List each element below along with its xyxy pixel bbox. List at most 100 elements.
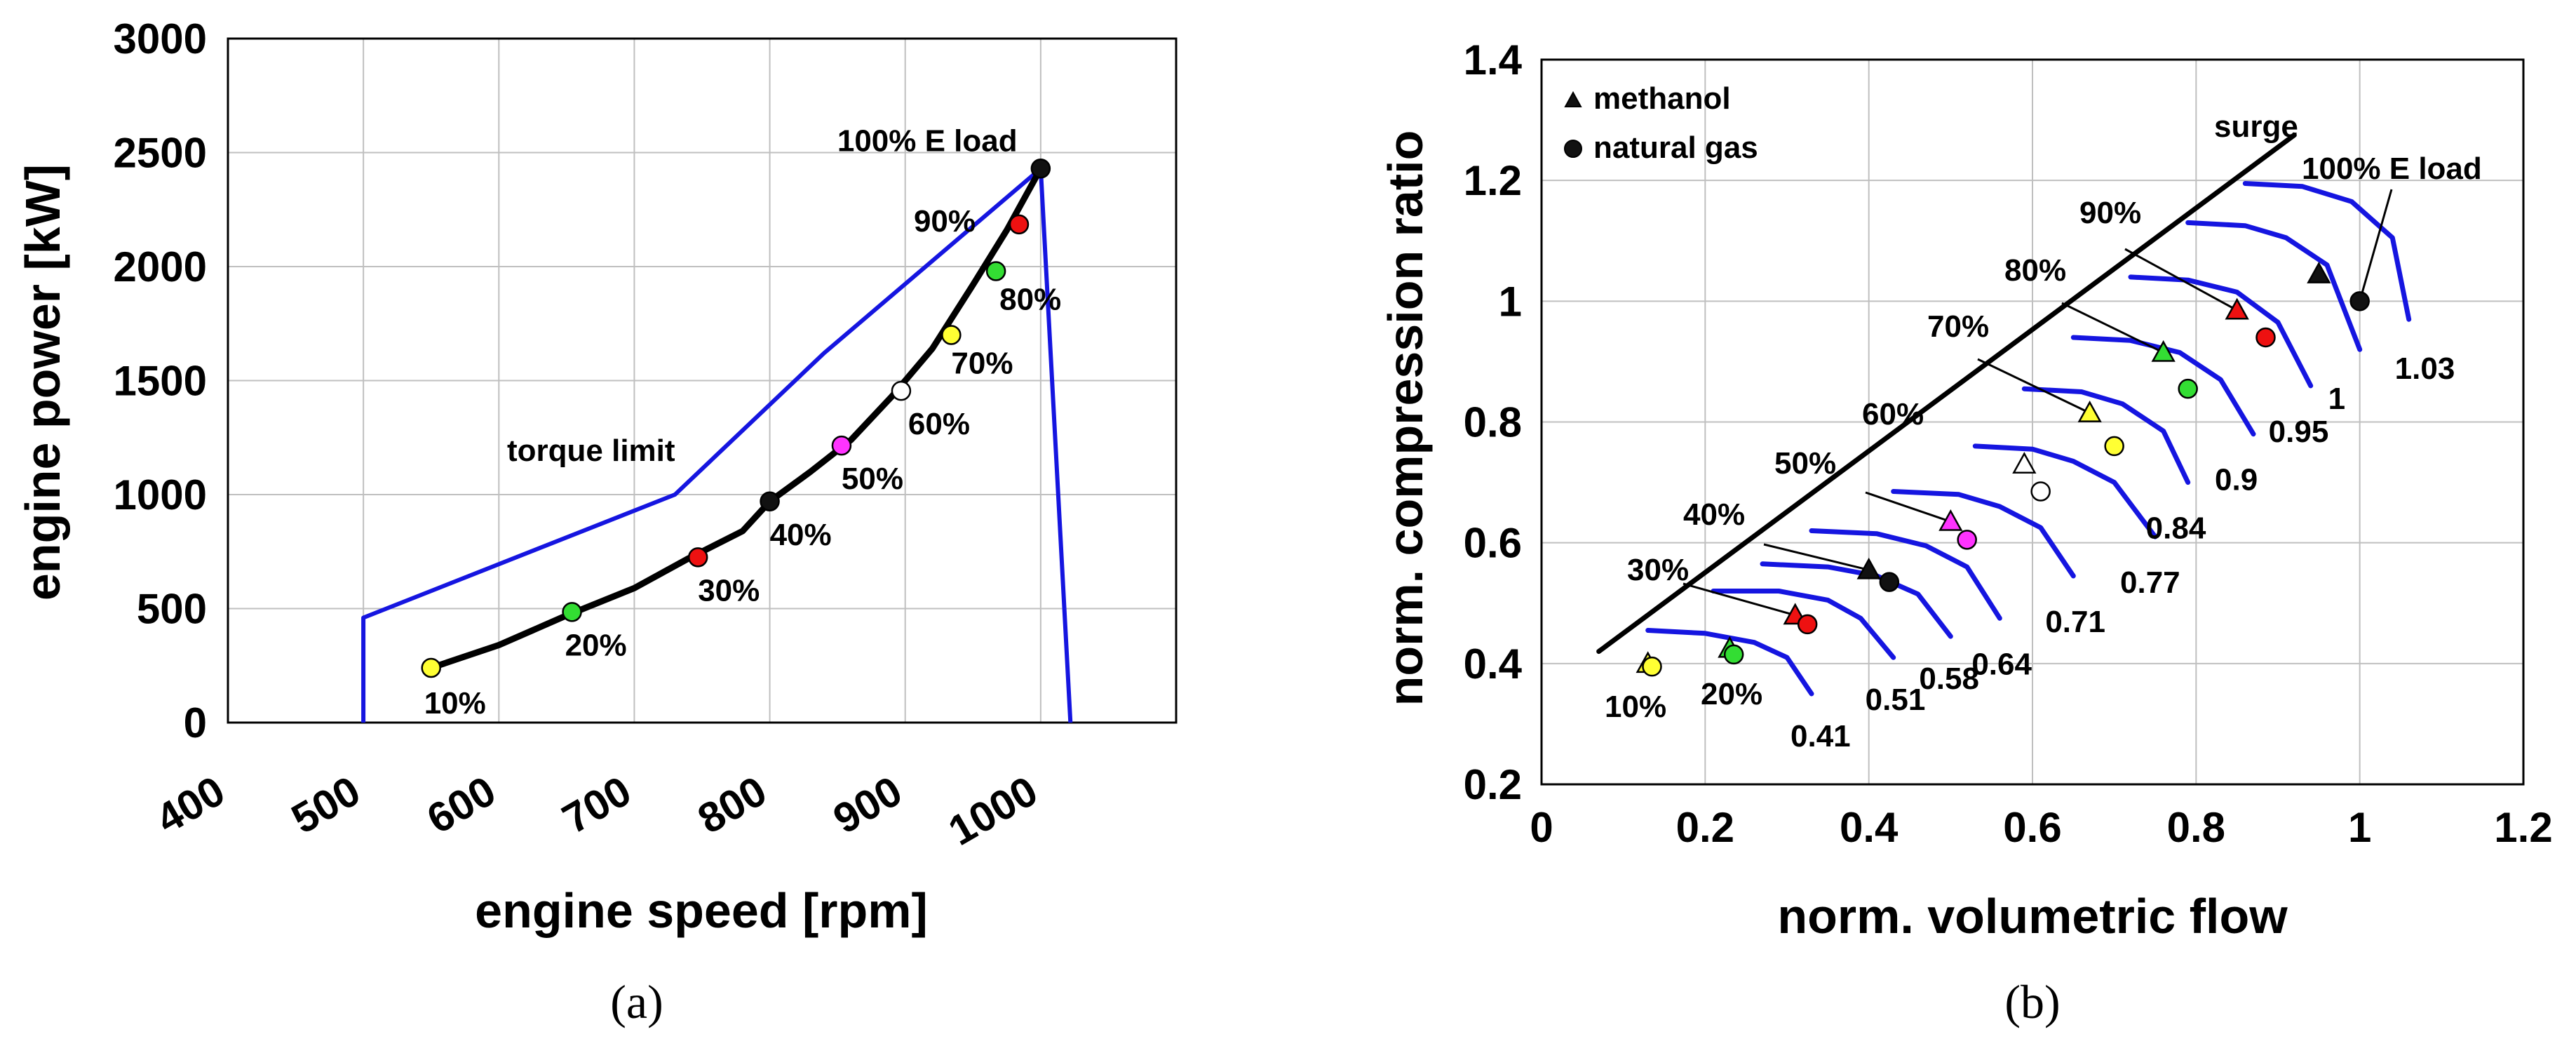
panel-b-x-tick-1: 0.2 bbox=[1676, 804, 1734, 851]
panel-a-caption: (a) bbox=[610, 975, 663, 1028]
panel-a-point-8 bbox=[1009, 214, 1030, 235]
legend-triangle-marker bbox=[1564, 90, 1582, 107]
panel-a-y-tick-2: 1000 bbox=[114, 471, 207, 518]
natural-gas-marker-7 bbox=[2178, 378, 2198, 399]
torque-limit-line bbox=[361, 166, 1073, 723]
panel-a-points bbox=[421, 159, 1051, 678]
speed-line-label-5: 0.77 bbox=[2120, 565, 2180, 600]
panel-a-point-label-7: 80% bbox=[999, 283, 1061, 317]
panel-b-grid bbox=[1542, 60, 2523, 784]
panel-a-point-4 bbox=[831, 435, 852, 456]
panel-b-load-label-0: 10% bbox=[1605, 690, 1666, 724]
panel-b-load-label-8: 90% bbox=[2079, 196, 2141, 230]
panel-b-load-label-6: 70% bbox=[1927, 309, 1989, 344]
speed-line-label-7: 0.9 bbox=[2215, 463, 2258, 497]
panel-b-y-axis-label: norm. compression ratio bbox=[1378, 130, 1433, 706]
panel-a-point-2 bbox=[687, 547, 708, 568]
panel-a-x-tick-3: 700 bbox=[555, 767, 639, 843]
panel-a-series bbox=[361, 165, 1073, 723]
panel-b-legend: methanol natural gas bbox=[1564, 81, 1758, 165]
natural-gas-marker-2 bbox=[1797, 614, 1818, 635]
panel-b-caption: (b) bbox=[2004, 975, 2060, 1028]
panel-b-load-label-4: 50% bbox=[1774, 446, 1836, 481]
panel-b-x-tick-5: 1 bbox=[2348, 804, 2371, 851]
methanol-marker-4 bbox=[1938, 509, 1963, 531]
panel-a-y-tick-4: 2000 bbox=[114, 243, 207, 290]
panel-b-y-tick-5: 1.2 bbox=[1464, 157, 1522, 204]
methanol-marker-8 bbox=[2225, 297, 2249, 320]
methanol-marker-5 bbox=[2012, 452, 2037, 474]
panel-b-y-tick-4: 1 bbox=[1499, 278, 1522, 325]
speed-line-2 bbox=[1760, 561, 1953, 639]
panel-a-point-label-1: 20% bbox=[565, 628, 627, 662]
panel-a-point-3 bbox=[760, 491, 780, 511]
panel-b-surge-line bbox=[1596, 133, 2297, 655]
natural-gas-marker-0 bbox=[1642, 656, 1662, 677]
panel-a-point-5 bbox=[891, 380, 912, 401]
speed-line-label-9: 1 bbox=[2328, 382, 2345, 416]
panel-b-labels: 0.41 0.510.580.64 0.71 0.77 0.84 0.9 0.951 1.03… bbox=[1605, 152, 2482, 753]
panel-a-point-label-2: 30% bbox=[698, 573, 760, 608]
methanol-marker-3 bbox=[1856, 557, 1881, 579]
panel-a-x-tick-6: 1000 bbox=[940, 767, 1045, 854]
panel-a-x-tick-5: 900 bbox=[825, 767, 910, 843]
panel-b-ticks: 0 0.2 0.4 0.6 0.8 1 1.20.20.40.60.811.21.4 bbox=[1464, 36, 2553, 851]
panel-b-y-tick-3: 0.8 bbox=[1464, 399, 1522, 446]
speed-line-9 bbox=[2185, 220, 2363, 352]
legend-natural-gas: natural gas bbox=[1593, 130, 1758, 165]
leader-line-9 bbox=[2359, 189, 2393, 302]
panel-a-point-label-9: 100% E load bbox=[837, 123, 1018, 158]
panel-a-point-label-3: 40% bbox=[770, 518, 832, 552]
panel-a-point-0 bbox=[421, 657, 441, 678]
natural-gas-marker-1 bbox=[1723, 644, 1744, 665]
legend-circle-marker bbox=[1564, 140, 1582, 158]
panel-b-load-label-3: 40% bbox=[1683, 497, 1745, 532]
methanol-marker-9 bbox=[2307, 262, 2331, 283]
surge-line bbox=[1596, 133, 2297, 655]
panel-a-x-tick-0: 400 bbox=[148, 767, 232, 843]
panel-b-load-label-9: 100% E load bbox=[2302, 152, 2482, 186]
natural-gas-marker-9 bbox=[2349, 291, 2370, 311]
speed-line-label-8: 0.95 bbox=[2269, 415, 2329, 449]
natural-gas-marker-8 bbox=[2255, 327, 2276, 348]
methanol-marker-7 bbox=[2151, 340, 2176, 362]
panel-a-y-axis-label: engine power [kW] bbox=[15, 164, 70, 601]
panel-b: 0 0.2 0.4 0.6 0.8 1 1.20.20.40.60.811.21.4 0.4… bbox=[1378, 36, 2553, 1028]
panel-a-y-tick-0: 0 bbox=[184, 699, 207, 746]
panel-a-point-6 bbox=[941, 325, 962, 345]
panel-b-plot-frame bbox=[1540, 58, 2525, 786]
panel-a-y-tick-1: 500 bbox=[137, 586, 207, 633]
panel-b-x-tick-2: 0.4 bbox=[1840, 804, 1899, 851]
panel-a-plot-frame bbox=[227, 37, 1178, 724]
natural-gas-marker-5 bbox=[2030, 481, 2051, 502]
panel-a-x-axis-label: engine speed [rpm] bbox=[475, 883, 928, 938]
panel-a-point-label-0: 10% bbox=[424, 686, 486, 720]
panel-a-grid bbox=[228, 39, 1176, 723]
panel-b-x-tick-0: 0 bbox=[1530, 804, 1553, 851]
speed-line-4 bbox=[1891, 489, 2076, 579]
leader-line-6 bbox=[1977, 358, 2091, 414]
speed-line-5 bbox=[1972, 443, 2158, 539]
speed-line-label-6: 0.84 bbox=[2146, 511, 2206, 546]
panel-a-x-tick-4: 800 bbox=[690, 767, 774, 843]
natural-gas-marker-6 bbox=[2104, 436, 2124, 457]
natural-gas-marker-4 bbox=[1957, 530, 1977, 550]
speed-line-label-3: 0.64 bbox=[1971, 647, 2032, 681]
surge-label: surge bbox=[2214, 109, 2298, 144]
panel-a-point-9 bbox=[1030, 159, 1051, 179]
panel-b-y-tick-2: 0.6 bbox=[1464, 520, 1522, 567]
legend-methanol: methanol bbox=[1593, 81, 1731, 116]
panel-a-point-label-4: 50% bbox=[842, 462, 903, 496]
panel-a-point-labels: 10% 20% 30% 40% 50%60% 70% 80% 90% 100% E load bbox=[424, 123, 1061, 720]
panel-a-point-7 bbox=[985, 261, 1006, 281]
panel-a-point-label-5: 60% bbox=[908, 407, 970, 441]
panel-b-x-axis-label: norm. volumetric flow bbox=[1777, 889, 2288, 944]
speed-line-0 bbox=[1645, 628, 1814, 697]
panel-a-point-label-6: 70% bbox=[951, 347, 1013, 381]
panel-b-x-tick-6: 1.2 bbox=[2494, 804, 2552, 851]
speed-line-3 bbox=[1809, 528, 2002, 621]
panel-b-load-label-7: 80% bbox=[2004, 253, 2066, 288]
methanol-marker-6 bbox=[2077, 401, 2102, 422]
speed-line-6 bbox=[2021, 386, 2191, 485]
